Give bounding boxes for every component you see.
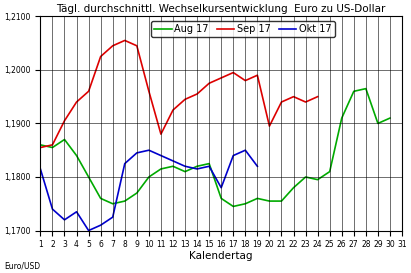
Sep 17 <box>98 55 103 58</box>
Line: Okt 17: Okt 17 <box>40 150 257 230</box>
Okt 17 <box>134 151 139 155</box>
Okt 17 <box>50 207 55 211</box>
Sep 17 <box>50 143 55 147</box>
Okt 17 <box>74 210 79 213</box>
Aug 17 <box>303 175 308 179</box>
Line: Aug 17: Aug 17 <box>40 89 390 206</box>
Okt 17 <box>110 215 115 219</box>
Sep 17 <box>182 98 187 101</box>
Sep 17 <box>207 82 212 85</box>
Aug 17 <box>279 200 284 203</box>
Aug 17 <box>110 202 115 205</box>
Okt 17 <box>231 154 236 157</box>
X-axis label: Kalendertag: Kalendertag <box>189 251 253 261</box>
Sep 17 <box>267 124 272 128</box>
Text: Euro/USD: Euro/USD <box>4 261 40 270</box>
Sep 17 <box>159 132 164 136</box>
Aug 17 <box>50 146 55 149</box>
Okt 17 <box>122 162 127 165</box>
Aug 17 <box>182 170 187 173</box>
Sep 17 <box>38 146 43 149</box>
Sep 17 <box>291 95 296 98</box>
Okt 17 <box>182 165 187 168</box>
Sep 17 <box>110 44 115 48</box>
Okt 17 <box>62 218 67 221</box>
Okt 17 <box>159 154 164 157</box>
Aug 17 <box>159 167 164 171</box>
Okt 17 <box>146 149 151 152</box>
Aug 17 <box>134 191 139 195</box>
Okt 17 <box>86 229 91 232</box>
Okt 17 <box>243 149 248 152</box>
Sep 17 <box>231 71 236 74</box>
Aug 17 <box>255 197 260 200</box>
Sep 17 <box>62 119 67 122</box>
Sep 17 <box>303 100 308 104</box>
Aug 17 <box>388 117 393 120</box>
Aug 17 <box>146 175 151 179</box>
Okt 17 <box>195 167 200 171</box>
Aug 17 <box>38 143 43 147</box>
Aug 17 <box>171 165 175 168</box>
Legend: Aug 17, Sep 17, Okt 17: Aug 17, Sep 17, Okt 17 <box>151 21 335 37</box>
Aug 17 <box>74 154 79 157</box>
Sep 17 <box>279 100 284 104</box>
Aug 17 <box>339 117 344 120</box>
Okt 17 <box>255 165 260 168</box>
Aug 17 <box>375 122 380 125</box>
Okt 17 <box>207 165 212 168</box>
Aug 17 <box>86 175 91 179</box>
Okt 17 <box>171 159 175 162</box>
Aug 17 <box>195 165 200 168</box>
Sep 17 <box>219 76 224 79</box>
Sep 17 <box>243 79 248 82</box>
Sep 17 <box>255 74 260 77</box>
Sep 17 <box>74 100 79 104</box>
Aug 17 <box>363 87 368 90</box>
Aug 17 <box>62 138 67 141</box>
Okt 17 <box>38 167 43 171</box>
Aug 17 <box>122 200 127 203</box>
Sep 17 <box>86 90 91 93</box>
Sep 17 <box>315 95 320 98</box>
Aug 17 <box>243 202 248 205</box>
Line: Sep 17: Sep 17 <box>40 40 318 147</box>
Sep 17 <box>146 90 151 93</box>
Sep 17 <box>134 44 139 48</box>
Okt 17 <box>98 224 103 227</box>
Sep 17 <box>171 108 175 112</box>
Sep 17 <box>195 92 200 96</box>
Aug 17 <box>327 170 332 173</box>
Aug 17 <box>315 178 320 181</box>
Title: Tägl. durchschnittl. Wechselkursentwicklung  Euro zu US-Dollar: Tägl. durchschnittl. Wechselkursentwickl… <box>57 4 386 14</box>
Aug 17 <box>291 186 296 189</box>
Okt 17 <box>219 186 224 189</box>
Aug 17 <box>267 200 272 203</box>
Aug 17 <box>351 90 356 93</box>
Aug 17 <box>219 197 224 200</box>
Sep 17 <box>122 39 127 42</box>
Aug 17 <box>207 162 212 165</box>
Aug 17 <box>231 205 236 208</box>
Aug 17 <box>98 197 103 200</box>
